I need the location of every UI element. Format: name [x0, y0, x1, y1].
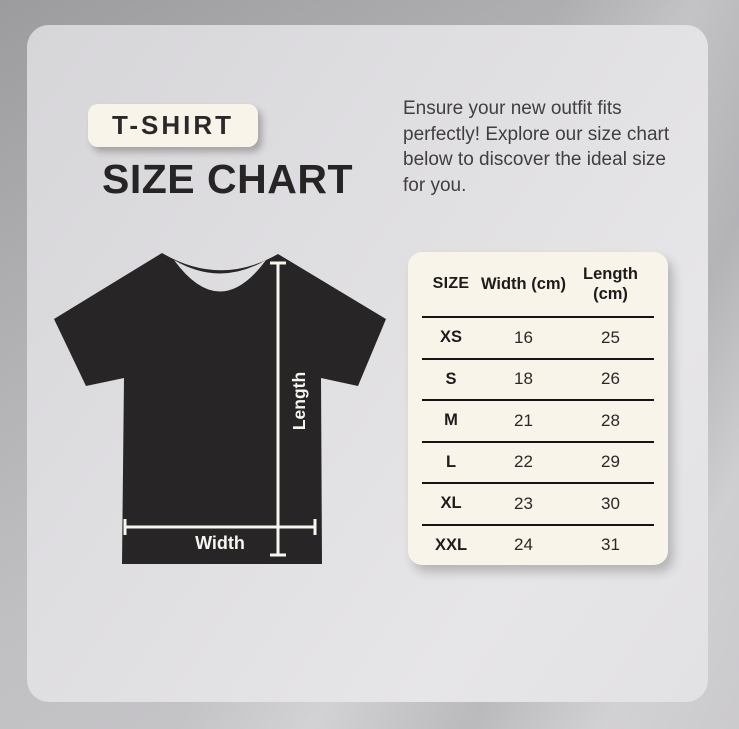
table-row: M 21 28	[422, 401, 654, 443]
tshirt-badge: T-SHIRT	[88, 104, 258, 147]
width-cell: 18	[514, 369, 533, 389]
width-cell: 24	[514, 535, 533, 555]
table-row: XS 16 25	[422, 318, 654, 360]
column-header-size: SIZE	[432, 275, 470, 292]
size-table: SIZE Width (cm) Length (cm) XS 16 25 S 1…	[408, 252, 668, 565]
size-cell: XL	[440, 494, 462, 513]
length-cell: 30	[601, 493, 620, 513]
length-cell: 28	[601, 410, 620, 430]
main-card: T-SHIRT SIZE CHART Ensure your new outfi…	[27, 25, 708, 702]
width-cell: 16	[514, 327, 533, 347]
length-cell: 29	[601, 452, 620, 472]
table-row: L 22 29	[422, 443, 654, 484]
tshirt-diagram: Length Width	[54, 253, 386, 564]
tshirt-silhouette	[54, 253, 386, 564]
width-measure-line	[123, 519, 317, 535]
size-cell: M	[444, 411, 458, 430]
width-cell: 21	[514, 410, 533, 430]
table-row: S 18 26	[422, 360, 654, 401]
size-cell: XS	[439, 328, 462, 347]
table-row: XL 23 30	[422, 484, 654, 526]
length-cell: 26	[601, 369, 620, 389]
width-label: Width	[195, 533, 245, 553]
length-cell: 25	[601, 327, 620, 347]
width-cell: 23	[514, 493, 533, 513]
width-cell: 22	[514, 452, 533, 472]
length-cell: 31	[601, 535, 620, 555]
size-cell: S	[445, 369, 457, 388]
column-header-length: Length (cm)	[583, 265, 638, 303]
column-header-width: Width (cm)	[480, 275, 567, 293]
badge-label: T-SHIRT	[111, 110, 235, 140]
table-header-row: SIZE Width (cm) Length (cm)	[422, 252, 654, 318]
intro-text: Ensure your new outfit fits perfectly! E…	[403, 98, 670, 196]
length-label: Length	[289, 372, 309, 430]
table-row: XXL 24 31	[422, 526, 654, 566]
size-cell: L	[445, 452, 457, 471]
size-cell: XXL	[434, 535, 468, 554]
page-title: SIZE CHART	[102, 156, 353, 202]
length-measure-line	[270, 261, 286, 557]
